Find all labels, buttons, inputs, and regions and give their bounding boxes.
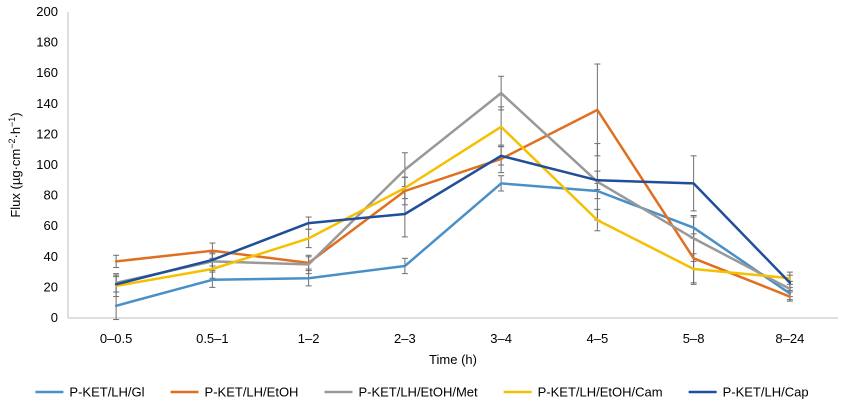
series-lines [114,91,792,308]
x-tick-label: 5–8 [683,331,705,346]
error-bars [113,63,793,321]
x-tick-label: 4–5 [587,331,609,346]
x-tick-labels: 0–0.5 0.5–1 1–2 2–3 3–4 4–5 5–8 8–24 [100,331,804,346]
legend-label: P-KET/LH/Gl [69,385,144,400]
legend-label: P-KET/LH/Cap [723,385,809,400]
series-line [114,91,792,291]
y-tick-label: 40 [44,249,58,264]
y-axis-title-main: Flux (µg·cm [8,149,23,218]
x-tick-label: 3–4 [490,331,512,346]
y-tick-label: 0 [51,310,58,325]
y-tick-label: 180 [36,35,58,50]
y-axis-title-exp1: −2 [7,139,17,149]
x-tick-label: 1–2 [298,331,320,346]
y-tick-label: 200 [36,4,58,19]
y-tick-label: 60 [44,218,58,233]
x-tick-label: 2–3 [394,331,416,346]
axes [67,12,838,319]
y-axis-title-exp2: −1 [7,117,17,127]
y-tick-label: 160 [36,65,58,80]
y-tick-label: 120 [36,126,58,141]
x-tick-label: 0–0.5 [100,331,133,346]
y-tick-labels: 0 20 40 60 80 100 120 140 160 180 200 [36,4,58,325]
y-axis-title-mid: ·h [8,127,23,139]
series-line [114,182,792,308]
series-line [114,154,792,286]
x-tick-label: 0.5–1 [196,331,229,346]
y-axis-title-end: ) [8,112,23,116]
legend-label: P-KET/LH/EtOH [205,385,299,400]
x-axis-title: Time (h) [429,352,477,367]
legend-label: P-KET/LH/EtOH/Cam [538,385,663,400]
legend: P-KET/LH/Gl P-KET/LH/EtOH P-KET/LH/EtOH/Me… [35,385,809,400]
legend-label: P-KET/LH/EtOH/Met [358,385,478,400]
y-tick-label: 80 [44,188,58,203]
y-tick-label: 100 [36,157,58,172]
y-axis-title: Flux (µg·cm−2·h−1) [7,112,23,217]
series-line [114,125,792,288]
y-tick-label: 140 [36,96,58,111]
y-tick-label: 20 [44,279,58,294]
x-tick-label: 8–24 [775,331,804,346]
